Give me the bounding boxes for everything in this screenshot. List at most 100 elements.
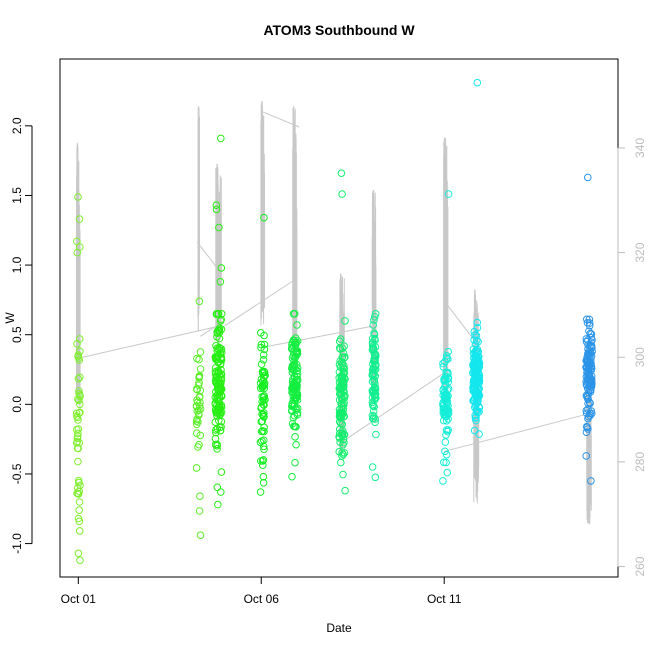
data-point-g8-129 <box>472 354 480 362</box>
data-point-g7-33 <box>441 438 450 446</box>
data-point-g8-141 <box>473 355 481 363</box>
data-point-g5-2 <box>339 470 347 479</box>
data-point-g0-5 <box>75 527 84 535</box>
data-point-g4-100 <box>288 384 296 393</box>
data-point-g6-76 <box>368 377 377 386</box>
data-point-g0-37 <box>75 396 83 405</box>
data-point-g9-107 <box>586 375 595 383</box>
data-point-g9-92 <box>585 398 594 407</box>
data-point-g0-8 <box>74 375 83 383</box>
data-point-g8-143 <box>472 416 480 425</box>
data-point-g9-111 <box>585 315 594 324</box>
data-point-g8-140 <box>475 403 483 411</box>
data-point-g0-45 <box>74 193 82 201</box>
data-point-g0-6 <box>76 400 84 409</box>
data-point-g2-139 <box>216 426 225 435</box>
connector-line-0 <box>82 325 221 358</box>
y-tick-label-right-1: 280 <box>633 452 647 472</box>
data-point-g6-75 <box>370 402 379 411</box>
data-point-g5-102 <box>340 377 348 386</box>
data-point-g7-7 <box>439 359 447 368</box>
data-point-g5-48 <box>335 429 344 438</box>
data-point-g7-48 <box>442 450 451 459</box>
data-point-g4-110 <box>293 321 301 329</box>
data-point-g9-101 <box>583 369 591 377</box>
data-point-g5-17 <box>338 353 347 362</box>
data-point-g1-37 <box>196 531 205 540</box>
data-point-g5-63 <box>341 317 349 325</box>
y-tick-label-left-2: 0.0 <box>10 396 24 413</box>
data-point-g0-15 <box>75 387 83 395</box>
data-point-g9-105 <box>585 327 593 336</box>
data-point-g1-17 <box>195 507 204 515</box>
data-point-g7-81 <box>443 468 452 477</box>
data-point-g2-101 <box>217 468 226 476</box>
right-axis-series-connectors <box>82 110 585 452</box>
burst-line-3 <box>260 100 266 326</box>
data-point-g4-104 <box>288 368 297 377</box>
left-axis-points <box>72 78 596 565</box>
x-tick-label-0: Oct 01 <box>61 592 97 606</box>
data-point-g2-142 <box>214 384 223 393</box>
data-point-g6-22 <box>371 313 379 321</box>
data-point-g9-84 <box>582 380 591 389</box>
data-point-g5-80 <box>338 344 347 353</box>
data-point-g6-63 <box>372 351 380 360</box>
data-point-g8-144 <box>469 385 478 393</box>
connector-line-3 <box>224 278 297 327</box>
data-point-g4-76 <box>291 458 299 467</box>
data-point-g2-156 <box>217 488 225 496</box>
data-point-g8-151 <box>473 323 482 332</box>
data-point-g7-80 <box>444 190 453 198</box>
data-point-g7-59 <box>441 390 449 399</box>
data-point-g1-3 <box>195 406 203 415</box>
data-point-g5-69 <box>335 418 344 426</box>
data-point-g9-106 <box>584 384 592 393</box>
data-point-g5-90 <box>340 342 349 351</box>
data-point-g1-9 <box>196 348 205 356</box>
data-point-g6-70 <box>370 330 379 339</box>
data-point-g1-22 <box>192 464 201 472</box>
data-point-g0-28 <box>74 352 82 361</box>
data-point-g3-41 <box>259 356 268 364</box>
data-point-g8-150 <box>473 78 482 87</box>
data-point-g7-54 <box>442 372 450 381</box>
data-point-g7-64 <box>441 376 449 384</box>
y-tick-label-right-0: 260 <box>633 556 647 576</box>
data-point-g4-72 <box>292 440 300 449</box>
data-point-g5-83 <box>341 391 349 400</box>
data-point-g5-73 <box>335 434 344 442</box>
data-point-g8-139 <box>475 430 483 438</box>
data-point-g1-2 <box>193 354 201 363</box>
data-point-g5-112 <box>341 486 349 495</box>
data-point-g6-61 <box>371 380 379 389</box>
data-point-g3-61 <box>256 488 265 496</box>
data-point-g5-109 <box>336 412 345 421</box>
data-point-g3-43 <box>258 457 267 465</box>
data-point-g1-33 <box>196 392 204 401</box>
y-axis-label: W <box>3 312 17 324</box>
data-point-g7-39 <box>442 417 451 425</box>
data-point-g6-72 <box>371 390 380 398</box>
data-point-g3-27 <box>259 376 267 385</box>
data-point-g2-128 <box>217 391 226 400</box>
y-tick-label-left-5: 1.5 <box>10 187 24 204</box>
data-point-g7-78 <box>442 394 450 403</box>
data-point-g0-49 <box>73 248 82 257</box>
data-point-g3-22 <box>259 442 268 451</box>
data-point-g9-85 <box>587 350 595 358</box>
data-point-g3-35 <box>256 379 265 388</box>
y-tick-label-left-3: 0.5 <box>10 326 24 343</box>
data-point-g3-58 <box>261 396 269 404</box>
data-point-g3-38 <box>260 401 268 409</box>
data-point-g3-54 <box>257 427 266 436</box>
data-point-g6-16 <box>372 430 380 439</box>
data-point-g8-91 <box>473 407 481 416</box>
data-point-g4-101 <box>293 396 302 404</box>
data-point-g3-46 <box>260 413 268 421</box>
chart-title: ATOM3 Southbound W <box>263 22 415 38</box>
data-point-g3-62 <box>259 472 268 481</box>
x-tick-label-2: Oct 11 <box>427 592 462 606</box>
data-point-g9-112 <box>582 452 591 460</box>
burst-line-4 <box>292 106 298 371</box>
